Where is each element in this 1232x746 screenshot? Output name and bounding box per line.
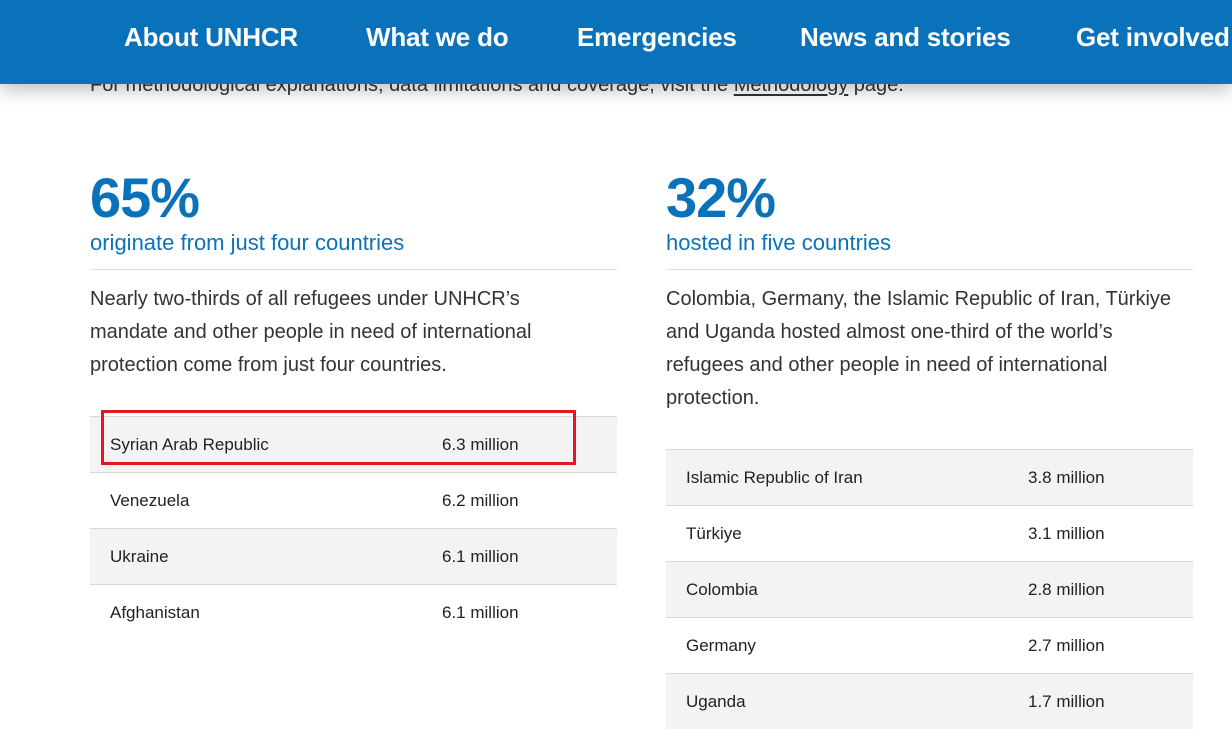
- table-row: Venezuela 6.2 million: [90, 473, 617, 530]
- refugee-count: 2.7 million: [1028, 636, 1105, 656]
- country-name: Ukraine: [110, 547, 169, 567]
- table-row: Germany 2.7 million: [666, 618, 1193, 675]
- refugee-count: 6.3 million: [442, 435, 519, 455]
- nav-what-we-do[interactable]: What we do: [366, 22, 509, 52]
- nav-emergencies[interactable]: Emergencies: [577, 22, 737, 52]
- table-row: Afghanistan 6.1 million: [90, 585, 617, 640]
- country-name: Colombia: [686, 580, 758, 600]
- origin-subtitle: originate from just four countries: [90, 230, 405, 255]
- host-subtitle: hosted in five countries: [666, 230, 892, 255]
- table-row: Syrian Arab Republic 6.3 million: [90, 417, 617, 474]
- origin-percentage: 65%: [90, 166, 200, 229]
- country-name: Uganda: [686, 692, 746, 712]
- origin-countries-section: 65% originate from just four countries N…: [90, 160, 617, 640]
- table-row: Colombia 2.8 million: [666, 562, 1193, 619]
- table-row: Türkiye 3.1 million: [666, 506, 1193, 563]
- divider: [666, 269, 1193, 271]
- refugee-count: 3.8 million: [1028, 468, 1105, 488]
- nav-get-involved[interactable]: Get involved: [1076, 22, 1230, 52]
- top-navigation: About UNHCR What we do Emergencies News …: [0, 0, 1232, 84]
- host-percentage: 32%: [666, 166, 776, 229]
- refugee-count: 3.1 million: [1028, 524, 1105, 544]
- host-countries-table: Islamic Republic of Iran 3.8 million Tür…: [666, 449, 1193, 730]
- refugee-count: 6.2 million: [442, 491, 519, 511]
- country-name: Türkiye: [686, 524, 742, 544]
- origin-description: Nearly two-thirds of all refugees under …: [90, 288, 532, 377]
- refugee-count: 2.8 million: [1028, 580, 1105, 600]
- refugee-count: 6.1 million: [442, 547, 519, 567]
- host-countries-section: 32% hosted in five countries Colombia, G…: [666, 160, 1193, 730]
- host-description: Colombia, Germany, the Islamic Republic …: [666, 288, 1172, 410]
- table-row: Ukraine 6.1 million: [90, 529, 617, 586]
- country-name: Islamic Republic of Iran: [686, 468, 863, 488]
- country-name: Venezuela: [110, 491, 190, 511]
- table-row: Islamic Republic of Iran 3.8 million: [666, 450, 1193, 507]
- refugee-count: 6.1 million: [442, 603, 519, 623]
- country-name: Germany: [686, 636, 756, 656]
- divider: [90, 269, 617, 271]
- country-name: Syrian Arab Republic: [110, 435, 269, 455]
- nav-news-and-stories[interactable]: News and stories: [800, 22, 1011, 52]
- table-row: Uganda 1.7 million: [666, 674, 1193, 730]
- refugee-count: 1.7 million: [1028, 692, 1105, 712]
- country-name: Afghanistan: [110, 603, 200, 623]
- nav-about-unhcr[interactable]: About UNHCR: [124, 22, 298, 52]
- origin-countries-table: Syrian Arab Republic 6.3 million Venezue…: [90, 416, 617, 640]
